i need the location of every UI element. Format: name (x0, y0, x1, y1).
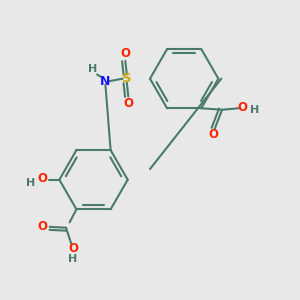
Text: O: O (38, 220, 48, 233)
Text: O: O (237, 101, 247, 114)
Text: S: S (122, 72, 132, 85)
Text: N: N (100, 74, 111, 88)
Text: O: O (69, 242, 79, 255)
Text: O: O (123, 97, 133, 110)
Text: O: O (38, 172, 48, 185)
Text: H: H (250, 105, 260, 115)
Text: H: H (26, 178, 35, 188)
Text: O: O (209, 128, 219, 141)
Text: H: H (88, 64, 97, 74)
Text: H: H (68, 254, 77, 264)
Text: O: O (120, 47, 130, 61)
